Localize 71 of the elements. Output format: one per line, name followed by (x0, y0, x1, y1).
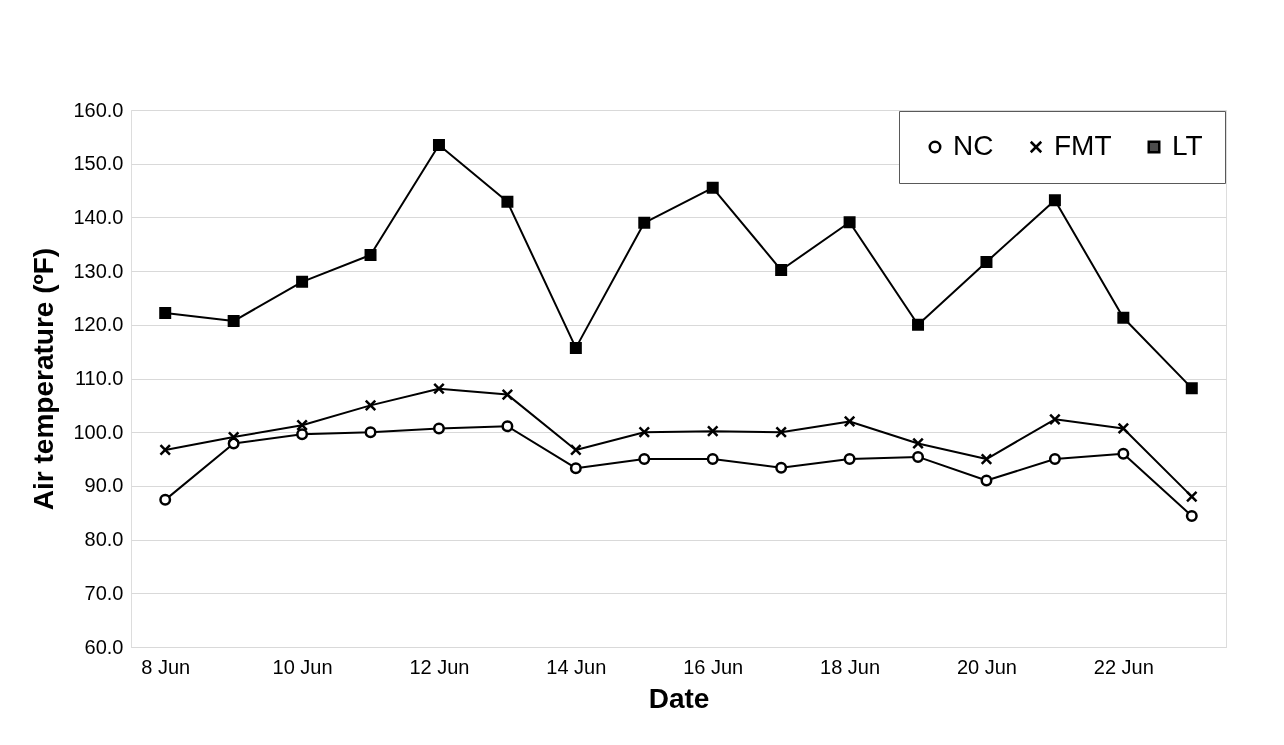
point (569, 341, 582, 354)
y-axis-title: Air temperature (ºF) (28, 247, 60, 511)
y-tick-label: 150.0 (73, 152, 124, 175)
point (501, 420, 514, 433)
point (843, 453, 856, 466)
point (775, 426, 788, 439)
legend-label: LT (1172, 130, 1203, 161)
y-tick-label: 140.0 (73, 205, 124, 228)
point (296, 428, 309, 441)
point (1185, 382, 1198, 395)
point (912, 450, 925, 463)
point (843, 415, 856, 428)
y-tick-label: 130.0 (73, 259, 124, 282)
point (1117, 447, 1130, 460)
point (159, 443, 172, 456)
point (159, 306, 172, 319)
legend-label: FMT (1054, 130, 1112, 161)
point (1185, 490, 1198, 503)
y-tick-label: 110.0 (74, 367, 124, 389)
point (1117, 422, 1130, 435)
y-tick-label: 80.0 (84, 528, 124, 551)
point (706, 425, 719, 438)
point (1185, 509, 1198, 522)
point (706, 181, 719, 194)
point (638, 216, 651, 229)
legend-label: NC (953, 130, 994, 161)
point (775, 461, 788, 474)
point (912, 437, 925, 450)
point (364, 249, 377, 261)
point (296, 419, 309, 432)
point (1048, 194, 1061, 207)
point (501, 388, 514, 401)
point (227, 431, 240, 444)
point (569, 443, 582, 456)
y-tick-label: 160.0 (73, 98, 124, 121)
x-tick-label: 12 Jun (409, 655, 470, 678)
point (706, 453, 719, 466)
point (296, 275, 309, 288)
point (980, 255, 993, 268)
point (569, 462, 582, 475)
x-tick-label: 22 Jun (1093, 655, 1154, 678)
point (227, 315, 240, 328)
point (638, 453, 651, 466)
x-tick-label: 10 Jun (272, 655, 333, 678)
point (638, 426, 651, 439)
point (432, 138, 445, 151)
x-axis-title: Date (648, 682, 710, 714)
point (364, 399, 377, 412)
point (1048, 453, 1061, 466)
y-tick-label: 100.0 (73, 420, 124, 443)
point (432, 422, 445, 435)
y-tick-label: 60.0 (84, 635, 124, 658)
point (1117, 311, 1130, 324)
point (843, 216, 856, 229)
point (775, 264, 788, 277)
x-tick-label: 16 Jun (683, 655, 744, 678)
point (364, 426, 377, 439)
y-tick-label: 120.0 (73, 313, 124, 336)
point (159, 493, 172, 506)
y-tick-label: 90.0 (84, 474, 124, 497)
point (912, 318, 925, 331)
point (1048, 413, 1061, 426)
point (980, 474, 993, 487)
x-tick-label: 14 Jun (546, 655, 607, 678)
x-tick-label: 20 Jun (956, 655, 1017, 678)
point (432, 382, 445, 395)
point (501, 195, 514, 208)
point (980, 453, 993, 466)
x-tick-label: 18 Jun (820, 655, 881, 678)
y-tick-label: 70.0 (84, 581, 124, 604)
x-tick-label: 8 Jun (141, 655, 191, 678)
